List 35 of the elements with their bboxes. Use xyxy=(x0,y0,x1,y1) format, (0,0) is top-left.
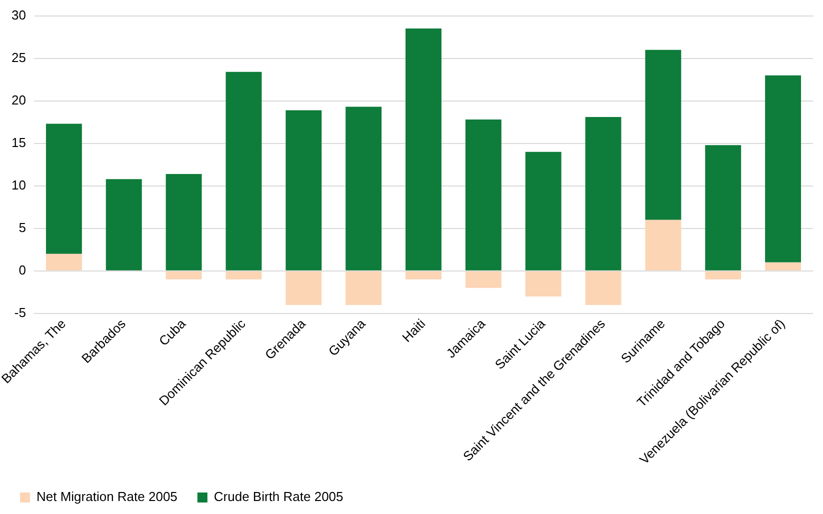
bar xyxy=(406,271,442,280)
y-tick-label: -5 xyxy=(14,305,26,320)
y-tick-label: 20 xyxy=(12,92,26,108)
bar xyxy=(406,28,442,270)
legend-label: Crude Birth Rate 2005 xyxy=(214,489,344,504)
bar xyxy=(286,271,322,305)
bar xyxy=(166,174,202,270)
bar xyxy=(645,50,682,220)
bar xyxy=(525,271,562,296)
bar xyxy=(705,145,742,270)
bar xyxy=(525,152,562,270)
bar xyxy=(226,271,262,280)
bar xyxy=(166,271,202,280)
legend-label: Net Migration Rate 2005 xyxy=(36,489,178,504)
bar xyxy=(645,220,682,270)
y-tick-label: 30 xyxy=(12,7,26,22)
y-tick-label: 0 xyxy=(18,262,26,278)
bar xyxy=(585,271,622,305)
bar xyxy=(765,262,802,270)
bar xyxy=(46,254,82,270)
y-tick-label: 5 xyxy=(18,220,26,235)
y-tick-label: 25 xyxy=(12,50,26,65)
bar xyxy=(765,75,802,262)
bar xyxy=(705,271,742,280)
y-tick-label: 10 xyxy=(12,177,26,192)
bar xyxy=(286,110,322,270)
bar xyxy=(106,179,142,270)
bar xyxy=(465,271,502,288)
bar xyxy=(46,124,82,254)
bar xyxy=(226,72,262,270)
y-tick-label: 15 xyxy=(12,134,26,150)
bar xyxy=(465,120,502,270)
bar xyxy=(346,106,382,270)
bar xyxy=(346,271,382,305)
bar xyxy=(585,117,622,270)
